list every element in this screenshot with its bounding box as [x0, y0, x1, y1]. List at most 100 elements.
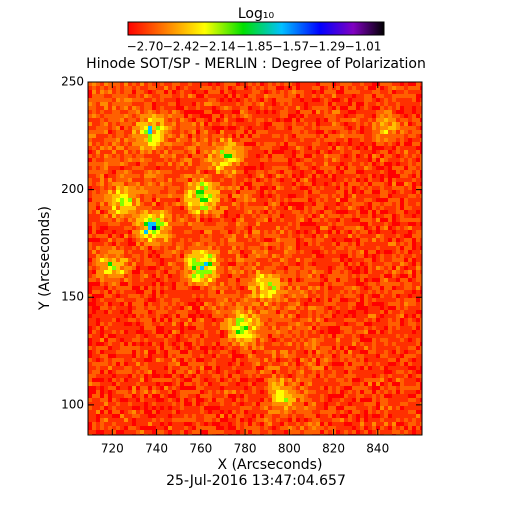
pixel — [252, 138, 256, 142]
pixel — [272, 218, 276, 222]
pixel — [368, 222, 372, 226]
pixel — [408, 114, 412, 118]
pixel — [224, 294, 228, 298]
pixel — [196, 218, 200, 222]
pixel — [280, 190, 284, 194]
pixel — [368, 270, 372, 274]
pixel — [244, 270, 248, 274]
pixel — [244, 314, 248, 318]
pixel — [332, 178, 336, 182]
pixel — [340, 182, 344, 186]
pixel — [308, 178, 312, 182]
pixel — [344, 214, 348, 218]
pixel — [356, 298, 360, 302]
pixel — [244, 242, 248, 246]
pixel — [180, 130, 184, 134]
pixel — [344, 258, 348, 262]
pixel — [368, 82, 372, 86]
pixel — [168, 234, 172, 238]
pixel — [420, 210, 422, 214]
pixel — [392, 94, 396, 98]
pixel — [352, 90, 356, 94]
pixel — [228, 306, 232, 310]
pixel — [392, 138, 396, 142]
pixel — [100, 150, 104, 154]
pixel — [228, 302, 232, 306]
pixel — [204, 106, 208, 110]
pixel — [400, 82, 404, 86]
pixel — [236, 118, 240, 122]
pixel — [92, 82, 96, 86]
pixel — [168, 262, 172, 266]
pixel — [408, 290, 412, 294]
pixel — [196, 186, 200, 190]
pixel — [264, 230, 268, 234]
pixel — [352, 150, 356, 154]
pixel — [324, 214, 328, 218]
pixel — [356, 134, 360, 138]
pixel — [212, 114, 216, 118]
pixel — [232, 226, 236, 230]
pixel — [280, 82, 284, 86]
pixel — [364, 174, 368, 178]
pixel — [124, 294, 128, 298]
pixel — [212, 98, 216, 102]
pixel — [328, 126, 332, 130]
pixel — [328, 210, 332, 214]
pixel — [200, 234, 204, 238]
pixel — [280, 262, 284, 266]
pixel — [396, 314, 400, 318]
pixel — [372, 258, 376, 262]
pixel — [124, 318, 128, 322]
pixel — [100, 286, 104, 290]
pixel — [252, 170, 256, 174]
pixel — [384, 234, 388, 238]
pixel — [332, 290, 336, 294]
pixel — [392, 82, 396, 86]
pixel — [324, 254, 328, 258]
pixel — [240, 174, 244, 178]
pixel — [196, 294, 200, 298]
pixel — [324, 142, 328, 146]
pixel — [336, 214, 340, 218]
pixel — [116, 226, 120, 230]
pixel — [168, 154, 172, 158]
pixel — [116, 250, 120, 254]
pixel — [156, 102, 160, 106]
pixel — [224, 266, 228, 270]
pixel — [184, 86, 188, 90]
pixel — [120, 166, 124, 170]
pixel — [88, 166, 92, 170]
pixel — [152, 106, 156, 110]
pixel — [348, 86, 352, 90]
pixel — [408, 206, 412, 210]
pixel — [132, 186, 136, 190]
pixel — [392, 286, 396, 290]
pixel — [244, 130, 248, 134]
pixel — [100, 110, 104, 114]
pixel — [268, 254, 272, 258]
pixel — [264, 294, 268, 298]
pixel — [372, 186, 376, 190]
pixel — [412, 242, 416, 246]
pixel — [140, 142, 144, 146]
pixel — [372, 210, 376, 214]
pixel — [184, 178, 188, 182]
pixel — [204, 130, 208, 134]
pixel — [192, 174, 196, 178]
pixel — [288, 290, 292, 294]
pixel — [212, 318, 216, 322]
pixel — [212, 246, 216, 250]
pixel — [412, 238, 416, 242]
pixel — [272, 234, 276, 238]
pixel — [348, 290, 352, 294]
pixel — [196, 94, 200, 98]
pixel — [192, 206, 196, 210]
pixel — [148, 90, 152, 94]
pixel — [380, 86, 384, 90]
pixel — [184, 82, 188, 86]
pixel — [248, 246, 252, 250]
pixel — [380, 198, 384, 202]
pixel — [172, 114, 176, 118]
pixel — [364, 206, 368, 210]
